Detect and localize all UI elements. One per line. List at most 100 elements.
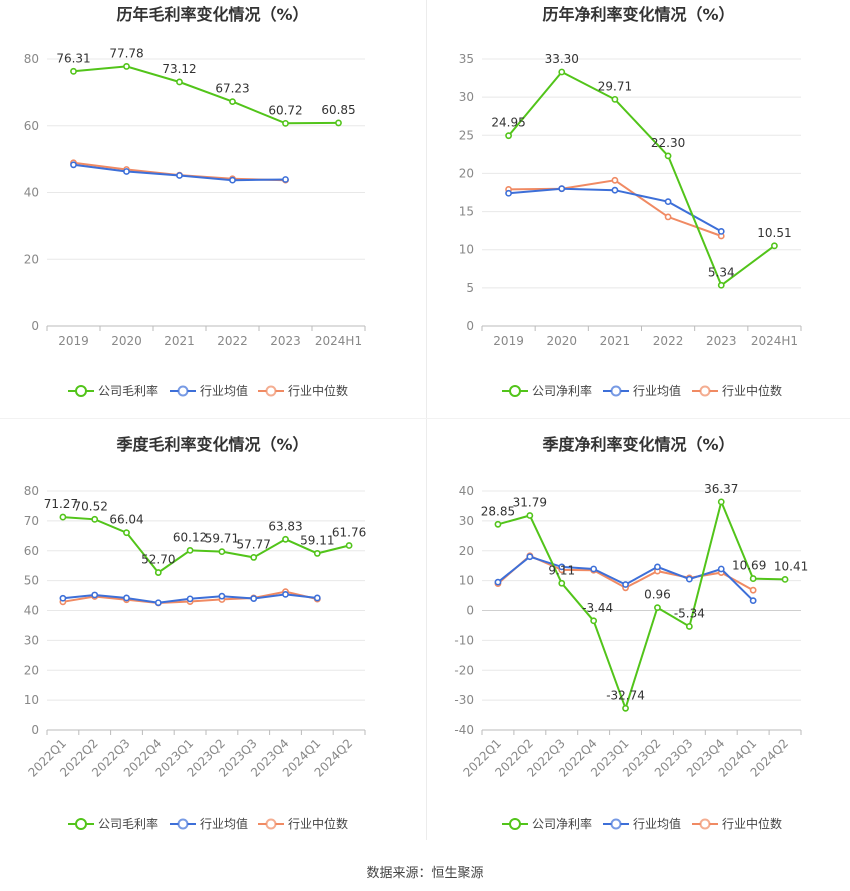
- data-label: 0.96: [644, 588, 671, 602]
- x-tick-label: 2019: [493, 334, 524, 348]
- data-label: 10.51: [757, 226, 791, 240]
- legend-label: 行业中位数: [288, 816, 348, 831]
- data-label: 73.12: [162, 62, 196, 76]
- data-label: -5.34: [674, 606, 705, 620]
- data-point: [91, 591, 99, 599]
- legend-item[interactable]: 公司毛利率: [68, 383, 158, 398]
- chart-title: 历年净利率变化情况（%）: [542, 5, 734, 24]
- legend-item[interactable]: 行业均值: [603, 383, 681, 398]
- legend-marker-icon: [75, 818, 87, 830]
- data-point: [654, 604, 661, 612]
- data-label: 61.76: [332, 525, 366, 539]
- data-point: [749, 575, 757, 582]
- data-point: [186, 546, 194, 554]
- legend-marker-icon: [509, 385, 521, 397]
- series-line: [507, 70, 775, 287]
- data-point: [654, 563, 661, 571]
- y-tick-label: 50: [24, 574, 39, 588]
- data-point: [494, 578, 502, 586]
- x-tick-label: 2019: [58, 334, 89, 348]
- legend-label: 公司净利率: [532, 383, 592, 398]
- series-line: [73, 65, 339, 125]
- legend-item[interactable]: 行业中位数: [258, 816, 348, 831]
- data-point: [59, 594, 67, 602]
- data-point: [558, 563, 566, 571]
- data-point: [717, 565, 725, 573]
- legend-label: 行业均值: [200, 816, 248, 831]
- data-point: [282, 535, 289, 543]
- data-point: [611, 95, 619, 103]
- legend-item[interactable]: 公司净利率: [502, 816, 592, 831]
- legend-label: 公司毛利率: [98, 383, 158, 398]
- data-point: [664, 152, 672, 160]
- x-tick-label: 2022: [217, 334, 248, 348]
- data-point: [176, 78, 183, 86]
- legend-item[interactable]: 行业均值: [170, 383, 248, 398]
- data-point: [282, 176, 289, 183]
- data-point: [664, 198, 672, 206]
- y-tick-label: 20: [24, 252, 39, 266]
- y-tick-label: 35: [459, 52, 474, 66]
- y-tick-label: 0: [466, 319, 474, 333]
- data-source-footer: 数据来源：恒生聚源: [366, 866, 484, 881]
- legend-label: 行业均值: [633, 383, 681, 398]
- y-tick-label: -20: [454, 663, 474, 677]
- legend-item[interactable]: 公司毛利率: [68, 816, 158, 831]
- y-tick-label: 15: [459, 205, 474, 219]
- series-line: [62, 516, 350, 574]
- data-label: 63.83: [268, 519, 302, 533]
- data-point: [749, 586, 757, 594]
- data-point: [611, 186, 619, 194]
- data-point: [70, 161, 77, 169]
- y-tick-label: 60: [24, 544, 39, 558]
- data-point: [313, 550, 321, 557]
- quarterly-net-margin-chart: 季度净利率变化情况（%）-40-30-20-100102030402022Q12…: [454, 435, 808, 831]
- data-label: 24.95: [491, 116, 525, 130]
- data-point: [611, 176, 619, 184]
- y-tick-label: -40: [454, 723, 474, 737]
- legend-item[interactable]: 行业均值: [170, 816, 248, 831]
- data-point: [717, 281, 725, 289]
- series-line: [497, 498, 786, 712]
- data-label: 5.34: [708, 265, 735, 279]
- y-tick-label: 80: [24, 484, 39, 498]
- y-tick-label: 20: [459, 166, 474, 180]
- legend-marker-icon: [177, 818, 189, 830]
- data-label: 70.52: [74, 499, 108, 513]
- legend-item[interactable]: 行业中位数: [692, 816, 782, 831]
- data-point: [505, 132, 512, 140]
- data-point: [218, 548, 226, 556]
- data-point: [771, 242, 778, 250]
- legend-label: 行业中位数: [288, 383, 348, 398]
- data-point: [622, 704, 629, 712]
- legend-item[interactable]: 行业均值: [603, 816, 681, 831]
- data-point: [685, 623, 693, 630]
- legend-item[interactable]: 公司净利率: [502, 383, 592, 398]
- data-point: [70, 67, 77, 75]
- y-tick-label: -30: [454, 693, 474, 707]
- data-label: 10.69: [732, 559, 766, 573]
- x-tick-label: 2020: [546, 334, 577, 348]
- data-point: [91, 515, 99, 523]
- data-point: [154, 599, 162, 607]
- data-label: -32.74: [606, 688, 645, 702]
- data-point: [186, 595, 194, 603]
- legend-item[interactable]: 行业中位数: [258, 383, 348, 398]
- data-point: [250, 554, 258, 561]
- legend-label: 行业中位数: [722, 383, 782, 398]
- data-point: [590, 617, 598, 625]
- annual-gross-margin-chart: 历年毛利率变化情况（%） 0 20 40 60 80 2019 2020 2021 2022 202…: [24, 5, 366, 398]
- data-label: 22.30: [651, 136, 685, 150]
- legend-label: 行业均值: [200, 383, 248, 398]
- data-point: [123, 168, 130, 175]
- x-tick-label: 2023: [270, 334, 301, 348]
- data-point: [123, 529, 130, 537]
- legend-item[interactable]: 行业中位数: [692, 383, 782, 398]
- data-label: 52.70: [141, 553, 175, 567]
- y-tick-label: -10: [454, 633, 474, 647]
- data-point: [154, 569, 162, 576]
- y-tick-label: 30: [24, 633, 39, 647]
- legend-marker-icon: [265, 818, 277, 830]
- series-line: [497, 555, 754, 602]
- data-label: 57.77: [237, 537, 271, 551]
